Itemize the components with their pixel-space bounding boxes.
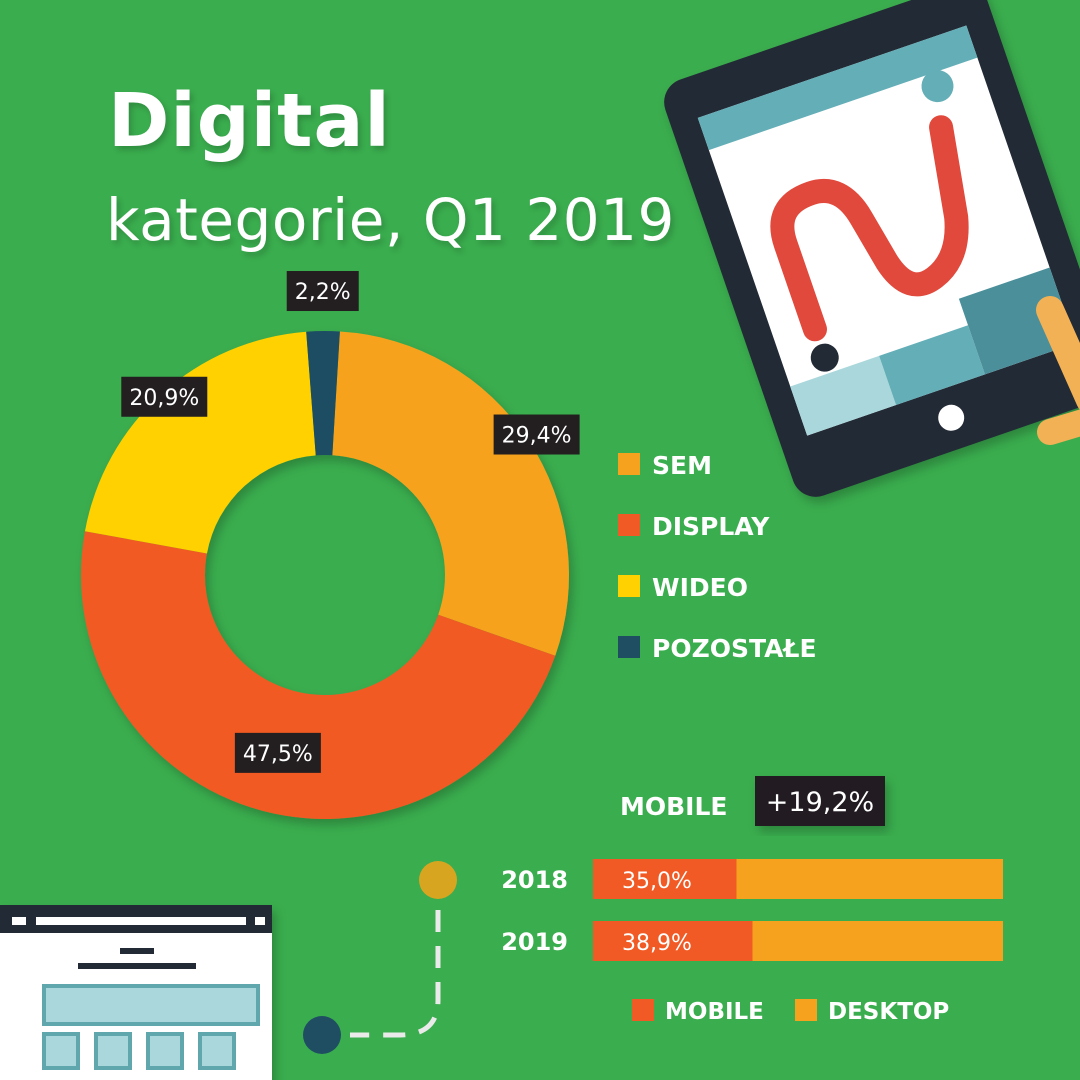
legend-item-sem: SEM — [618, 451, 712, 480]
bar-legend-item-mobile: MOBILE — [632, 999, 764, 1025]
mobile-badge: +19,2% — [766, 787, 874, 818]
legend-label: MOBILE — [665, 999, 764, 1025]
donut-legend: SEM DISPLAY WIDEO POZOSTAŁE — [618, 451, 817, 663]
bar-category-label: 2018 — [501, 866, 568, 894]
slice-display — [81, 531, 556, 819]
bar-legend-item-desktop: DESKTOP — [795, 999, 949, 1025]
value-label-text: 2,2% — [295, 280, 351, 305]
value-label-box — [493, 414, 580, 455]
value-label-text: 47,5% — [243, 742, 313, 767]
bar-segment-mobile — [593, 859, 737, 899]
value-label-wideo: 20,9% — [121, 376, 208, 417]
mobile-desktop-bars: 2018 35,0% 2019 38,9% — [501, 859, 1003, 961]
bar-segment-desktop — [752, 921, 1003, 961]
value-label-display: 47,5% — [234, 732, 321, 773]
page-subtitle: kategorie, Q1 2019 — [106, 186, 675, 254]
bar-row-2019: 2019 38,9% — [501, 921, 1003, 961]
mobile-badge-box — [755, 776, 885, 826]
website-layout-icon — [0, 905, 272, 1080]
slice-sem — [332, 331, 569, 656]
donut-value-labels: 29,4% 47,5% 20,9% 2,2% — [121, 271, 580, 773]
slice-wideo — [84, 331, 316, 554]
bar-row-2018: 2018 35,0% — [501, 859, 1003, 899]
legend-label: DESKTOP — [828, 999, 949, 1025]
finger-icon — [1036, 296, 1080, 445]
mobile-title: MOBILE — [620, 792, 728, 821]
value-label-box — [234, 732, 321, 773]
value-label-pozostale: 2,2% — [286, 271, 359, 312]
value-label-box — [121, 376, 208, 417]
value-label-sem: 29,4% — [493, 414, 580, 455]
slice-pozostale — [306, 331, 340, 456]
legend-item-wideo: WIDEO — [618, 573, 748, 602]
donut-chart — [81, 331, 569, 819]
legend-swatch — [618, 636, 640, 658]
page-title: Digital — [108, 78, 391, 164]
bar-segment-mobile — [593, 921, 753, 961]
legend-label: WIDEO — [652, 573, 748, 602]
legend-swatch — [632, 999, 654, 1021]
legend-item-display: DISPLAY — [618, 512, 770, 541]
legend-label: POZOSTAŁE — [652, 634, 817, 663]
bar-value-label: 38,9% — [622, 931, 692, 956]
legend-item-pozostale: POZOSTAŁE — [618, 634, 817, 663]
legend-swatch — [618, 453, 640, 475]
dashed-path-icon — [303, 861, 457, 1054]
mobile-header: MOBILE +19,2% — [620, 776, 885, 826]
bar-segment-desktop — [736, 859, 1003, 899]
legend-swatch — [795, 999, 817, 1021]
value-label-text: 20,9% — [129, 386, 199, 411]
legend-label: SEM — [652, 451, 712, 480]
legend-label: DISPLAY — [652, 512, 770, 541]
value-label-text: 29,4% — [502, 424, 572, 449]
bar-value-label: 35,0% — [622, 869, 692, 894]
tablet-with-path-icon — [664, 0, 1080, 497]
bar-category-label: 2019 — [501, 928, 568, 956]
value-label-box — [286, 271, 359, 312]
bar-legend: MOBILE DESKTOP — [632, 999, 949, 1025]
legend-swatch — [618, 575, 640, 597]
legend-swatch — [618, 514, 640, 536]
